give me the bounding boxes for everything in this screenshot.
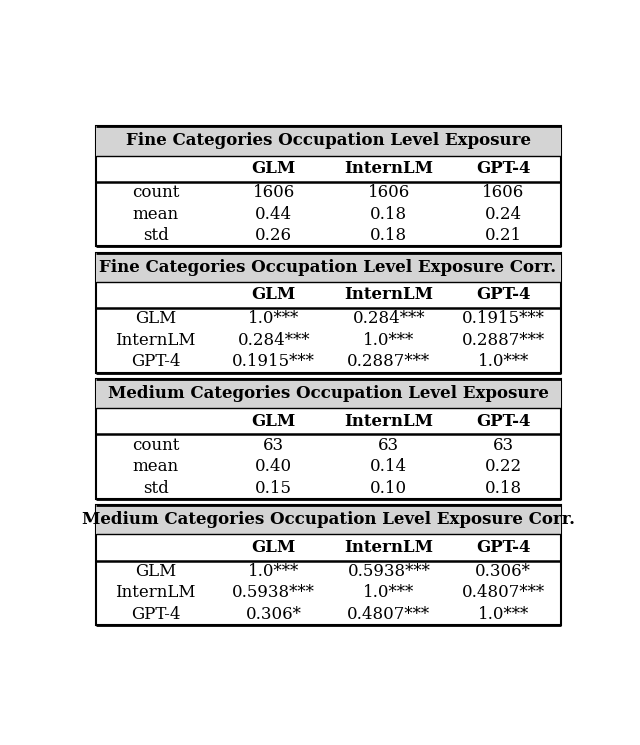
Text: std: std	[143, 480, 168, 497]
Bar	[95, 505, 561, 625]
Text: 0.21: 0.21	[484, 227, 522, 244]
Text: 0.14: 0.14	[371, 458, 408, 475]
Bar	[95, 379, 561, 408]
Text: InternLM: InternLM	[344, 160, 433, 177]
Text: mean: mean	[132, 206, 179, 223]
Text: Medium Categories Occupation Level Exposure: Medium Categories Occupation Level Expos…	[108, 385, 548, 402]
Text: GPT-4: GPT-4	[131, 353, 180, 370]
Text: 0.15: 0.15	[255, 480, 292, 497]
Text: mean: mean	[132, 458, 179, 475]
Text: GLM: GLM	[135, 563, 176, 580]
Text: InternLM: InternLM	[344, 539, 433, 556]
Text: 0.306*: 0.306*	[246, 606, 301, 623]
Text: 0.22: 0.22	[484, 458, 522, 475]
Text: InternLM: InternLM	[115, 332, 196, 349]
Text: 0.2887***: 0.2887***	[348, 353, 431, 370]
Text: 0.4807***: 0.4807***	[461, 585, 545, 601]
Text: 0.18: 0.18	[371, 206, 408, 223]
Text: count: count	[132, 437, 179, 454]
Text: InternLM: InternLM	[115, 585, 196, 601]
Text: GLM: GLM	[252, 413, 296, 430]
Text: GLM: GLM	[252, 287, 296, 303]
Text: GPT-4: GPT-4	[476, 413, 531, 430]
Bar	[95, 379, 561, 499]
Text: 0.5938***: 0.5938***	[348, 563, 430, 580]
Text: 1.0***: 1.0***	[364, 332, 415, 349]
Text: 0.2887***: 0.2887***	[461, 332, 545, 349]
Text: 0.1915***: 0.1915***	[232, 353, 315, 370]
Text: GPT-4: GPT-4	[476, 160, 531, 177]
Text: 0.284***: 0.284***	[353, 311, 425, 327]
Text: 1606: 1606	[482, 184, 524, 201]
Text: Fine Categories Occupation Level Exposure: Fine Categories Occupation Level Exposur…	[125, 133, 531, 150]
Text: count: count	[132, 184, 179, 201]
Text: 0.284***: 0.284***	[237, 332, 310, 349]
Text: GLM: GLM	[252, 539, 296, 556]
Text: 0.306*: 0.306*	[476, 563, 531, 580]
Text: 63: 63	[378, 437, 399, 454]
Text: std: std	[143, 227, 168, 244]
Text: 63: 63	[493, 437, 514, 454]
Text: 1.0***: 1.0***	[477, 606, 529, 623]
Text: 0.40: 0.40	[255, 458, 292, 475]
Text: GLM: GLM	[252, 160, 296, 177]
Text: 0.4807***: 0.4807***	[348, 606, 431, 623]
Text: 1.0***: 1.0***	[364, 585, 415, 601]
Bar	[95, 505, 561, 534]
Text: 0.1915***: 0.1915***	[461, 311, 545, 327]
Text: Fine Categories Occupation Level Exposure Corr.: Fine Categories Occupation Level Exposur…	[99, 259, 557, 276]
Text: 0.44: 0.44	[255, 206, 292, 223]
Text: 0.5938***: 0.5938***	[232, 585, 315, 601]
Text: GPT-4: GPT-4	[131, 606, 180, 623]
Text: InternLM: InternLM	[344, 287, 433, 303]
Text: 0.24: 0.24	[484, 206, 522, 223]
Text: GPT-4: GPT-4	[476, 287, 531, 303]
Bar	[95, 127, 561, 247]
Text: InternLM: InternLM	[344, 413, 433, 430]
Text: 0.10: 0.10	[371, 480, 408, 497]
Text: 0.18: 0.18	[484, 480, 522, 497]
Text: 0.26: 0.26	[255, 227, 292, 244]
Bar	[95, 127, 561, 156]
Text: 1606: 1606	[253, 184, 295, 201]
Bar	[95, 253, 561, 372]
Text: 1606: 1606	[368, 184, 410, 201]
Bar	[95, 253, 561, 282]
Text: Medium Categories Occupation Level Exposure Corr.: Medium Categories Occupation Level Expos…	[81, 511, 575, 528]
Text: GPT-4: GPT-4	[476, 539, 531, 556]
Text: GLM: GLM	[135, 311, 176, 327]
Text: 63: 63	[263, 437, 284, 454]
Text: 1.0***: 1.0***	[248, 563, 300, 580]
Text: 1.0***: 1.0***	[477, 353, 529, 370]
Text: 1.0***: 1.0***	[248, 311, 300, 327]
Text: 0.18: 0.18	[371, 227, 408, 244]
